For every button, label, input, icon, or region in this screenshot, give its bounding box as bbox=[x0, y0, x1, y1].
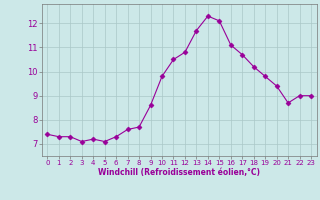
X-axis label: Windchill (Refroidissement éolien,°C): Windchill (Refroidissement éolien,°C) bbox=[98, 168, 260, 177]
